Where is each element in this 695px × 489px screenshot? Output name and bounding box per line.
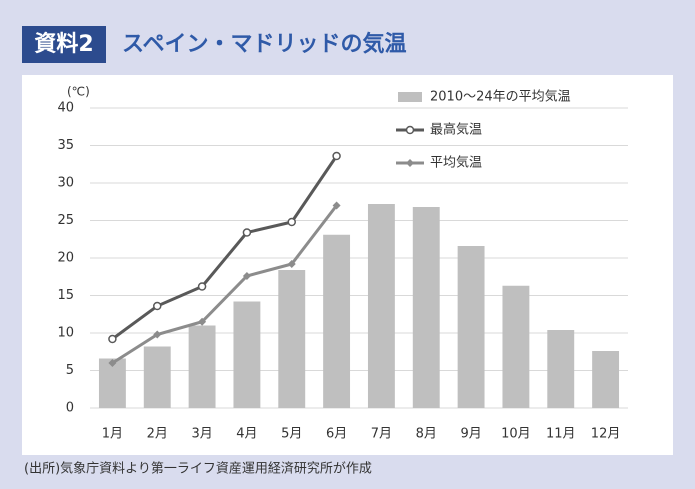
marker [406, 159, 414, 167]
x-tick-label: 4月 [236, 427, 257, 442]
bar [233, 301, 261, 408]
x-tick-label: 11月 [546, 427, 576, 442]
x-tick-label: 5月 [281, 427, 302, 442]
bar [592, 351, 620, 408]
y-tick-label: 0 [66, 401, 74, 416]
bar [367, 204, 395, 408]
bar [278, 270, 306, 408]
y-tick-label: 20 [57, 251, 74, 266]
marker [198, 317, 207, 326]
x-tick-label: 1月 [102, 427, 123, 442]
bar [502, 285, 530, 408]
legend-label: 最高気温 [430, 122, 482, 138]
source: (出所)気象庁資料より第一ライフ資産運用経済研究所が作成 [24, 461, 372, 477]
marker [153, 301, 162, 311]
legend-label: 平均気温 [430, 155, 482, 171]
label-box [22, 26, 106, 63]
bar [457, 246, 485, 408]
marker [242, 272, 251, 280]
marker [153, 330, 162, 339]
marker [287, 260, 296, 268]
y-tick-label: 30 [57, 176, 74, 191]
x-tick-label: 12月 [591, 427, 621, 442]
bar [323, 234, 351, 408]
line [111, 204, 338, 365]
bar [143, 346, 171, 408]
marker [242, 228, 252, 237]
marker [332, 201, 341, 210]
marker [287, 217, 296, 227]
x-tick-label: 6月 [326, 427, 347, 442]
marker [108, 359, 117, 367]
bar [412, 207, 440, 408]
y-tick-label: 40 [57, 101, 74, 116]
marker [108, 334, 117, 344]
x-tick-label: 10月 [501, 427, 531, 442]
y-tick-label: 25 [57, 213, 74, 228]
y-tick-label: 35 [57, 138, 74, 153]
legend-label: 2010～24年の平均気温 [430, 89, 571, 105]
x-tick-label: 2月 [147, 427, 168, 442]
bar [188, 325, 216, 408]
y-tick-label: 5 [66, 363, 74, 378]
y-tick-label: 10 [57, 326, 74, 341]
x-tick-label: 8月 [416, 427, 437, 442]
legend-swatch [398, 92, 422, 102]
line [111, 155, 338, 341]
marker [197, 282, 207, 291]
x-tick-label: 3月 [191, 427, 212, 442]
x-tick-label: 7月 [371, 427, 392, 442]
y-tick-label: 15 [57, 288, 74, 303]
marker [332, 151, 341, 161]
label: 資料2 [34, 31, 93, 57]
bar [547, 330, 575, 408]
y-unit: (℃) [67, 85, 90, 99]
marker [405, 125, 415, 135]
chart-title: スペイン・マドリッドの気温 [122, 31, 406, 57]
x-tick-label: 9月 [460, 427, 481, 442]
